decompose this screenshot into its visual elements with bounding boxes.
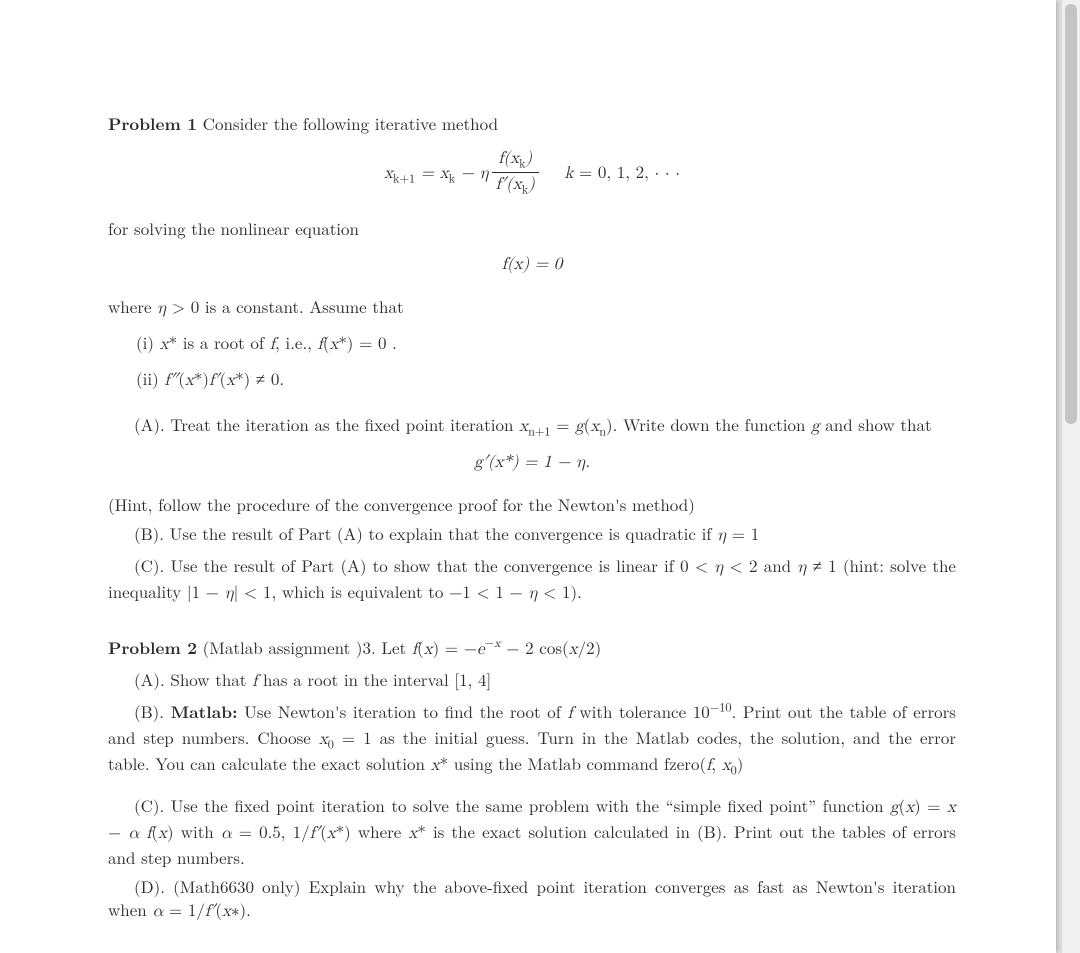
problem2-part-b: (B). Matlab: Use Newton's iteration to f… [108, 700, 956, 778]
problem2-part-c: (C). Use the fixed point iteration to so… [108, 794, 956, 869]
equation-fx0: f(x) = 0 [108, 254, 956, 277]
text-where-eta: where η > 0 is a constant. Assume that [108, 295, 956, 321]
problem2-heading: Problem 2 (Matlab assignment )3. Let f(x… [108, 636, 956, 662]
assumption-i: (i) x* is a root of f, i.e., f(x*) = 0 . [136, 331, 956, 357]
scrollbar-thumb[interactable] [1065, 4, 1077, 424]
vertical-scrollbar[interactable] [1061, 0, 1080, 953]
problem1-title-text: Consider the following iterative method [197, 111, 498, 135]
problem1-label: Problem 1 [108, 112, 197, 136]
document-page: Problem 1 Consider the following iterati… [0, 0, 1056, 953]
text-for-solving: for solving the nonlinear equation [108, 217, 956, 240]
problem2-part-d: (D). (Math6630 only) Explain why the abo… [108, 875, 956, 924]
viewer-viewport: Problem 1 Consider the following iterati… [0, 0, 1080, 953]
problem1-part-c: (C). Use the result of Part (A) to show … [108, 554, 956, 606]
problem2-part-a: (A). Show that f has a root in the inter… [108, 668, 956, 694]
problem1-part-b: (B). Use the result of Part (A) to expla… [108, 522, 956, 548]
problem1-heading: Problem 1 Consider the following iterati… [108, 112, 956, 136]
assumption-list: (i) x* is a root of f, i.e., f(x*) = 0 .… [136, 331, 956, 393]
problem2-label: Problem 2 [108, 636, 197, 660]
problem1-hint: (Hint, follow the procedure of the conve… [108, 493, 956, 516]
assumption-ii: (ii) f″(x*)f′(x*) ≠ 0. [136, 367, 956, 393]
equation-gprime: g′(x*) = 1 − η. [108, 452, 956, 475]
equation-iteration: xk+1 = xk − η f(xk) f′(xk) k = 0, 1, 2, … [108, 150, 956, 199]
problem1-part-a: (A). Treat the iteration as the fixed po… [108, 413, 956, 439]
